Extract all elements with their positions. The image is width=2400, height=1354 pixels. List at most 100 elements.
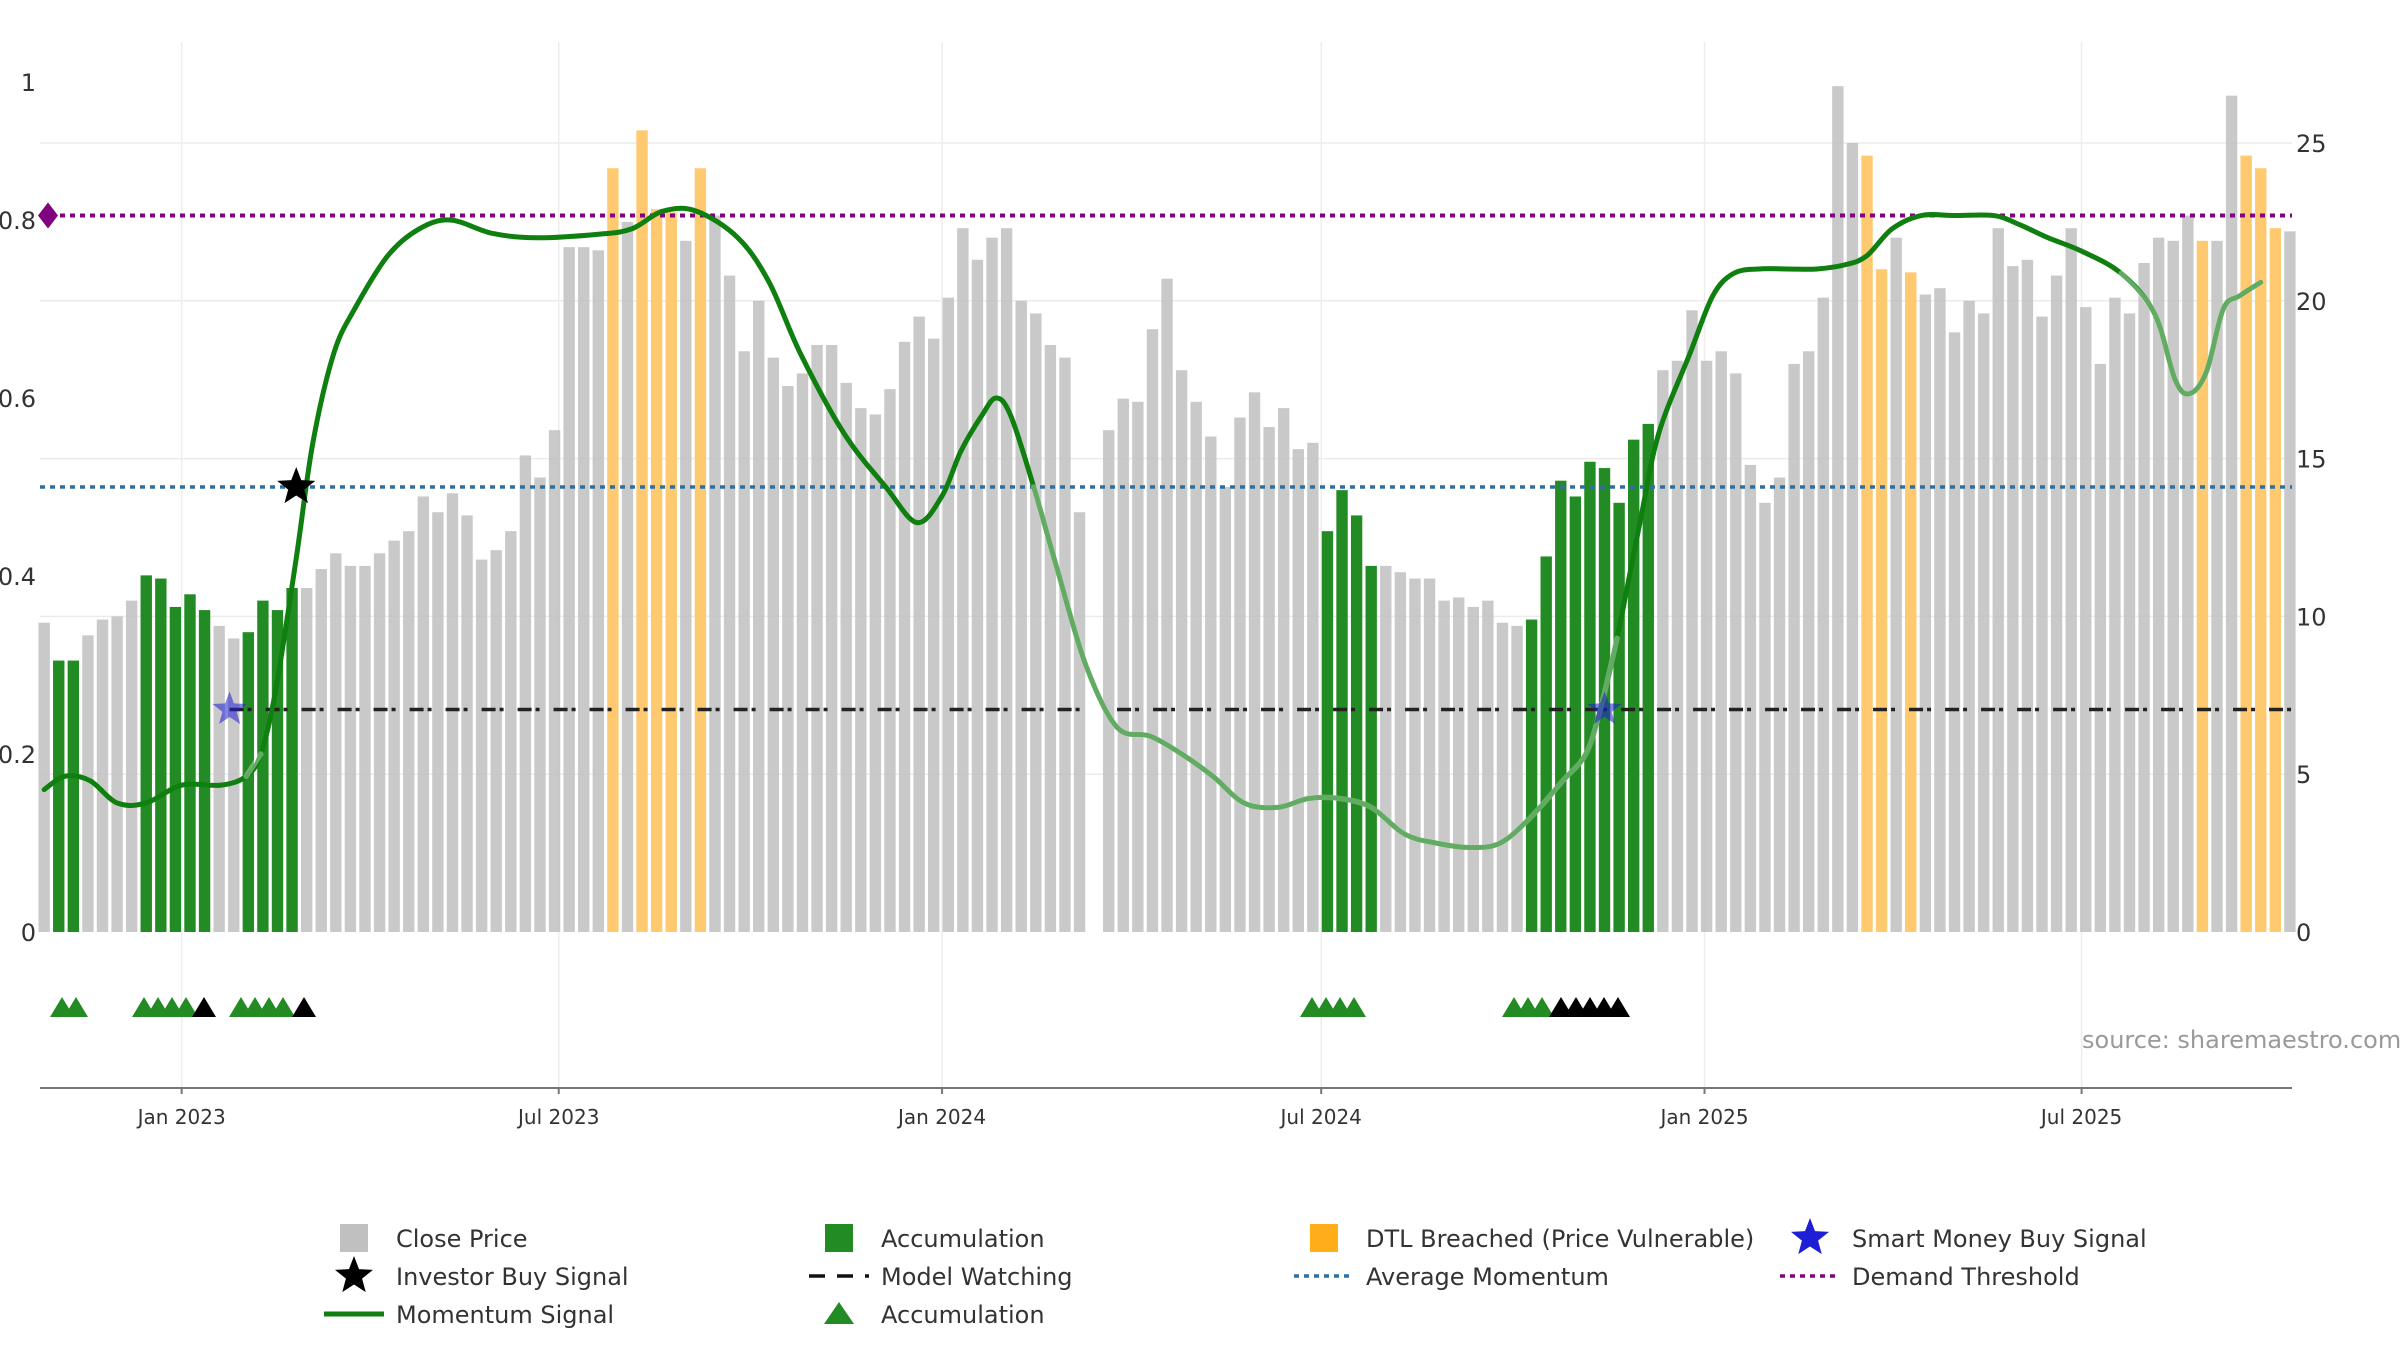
x-tick-label: Jan 2023 bbox=[136, 1105, 226, 1129]
bar-accumulation bbox=[169, 606, 182, 932]
bar-close-price bbox=[563, 247, 575, 932]
bar-close-price bbox=[1511, 625, 1523, 932]
legend-item: DTL Breached (Price Vulnerable) bbox=[1310, 1224, 1754, 1253]
bar-close-price bbox=[1846, 142, 1859, 932]
bar-close-price bbox=[1715, 351, 1727, 932]
bar-accumulation bbox=[271, 610, 284, 932]
left-tick-label: 0.2 bbox=[0, 741, 36, 769]
legend-item: Momentum Signal bbox=[324, 1301, 614, 1329]
bar-close-price bbox=[855, 408, 867, 932]
accumulation-triangle bbox=[271, 997, 295, 1017]
legend-item: Accumulation bbox=[825, 1224, 1045, 1253]
bar-close-price bbox=[344, 565, 357, 932]
legend-item: Investor Buy Signal bbox=[334, 1256, 629, 1293]
bar-close-price bbox=[359, 565, 371, 932]
bar-close-price bbox=[928, 338, 940, 933]
bar-accumulation bbox=[1569, 496, 1582, 932]
legend-swatch-accumulation bbox=[825, 1224, 853, 1252]
bar-close-price bbox=[796, 373, 809, 933]
demand-threshold-marker bbox=[38, 202, 58, 229]
bar-close-price bbox=[2065, 228, 2077, 932]
axes-layer: Jan 2023 Jul 2023 Jan 2024 Jul 2024 Jan 2025… bbox=[0, 69, 2327, 1129]
bar-close-price bbox=[680, 240, 692, 933]
bar-close-price bbox=[315, 569, 327, 932]
bar-accumulation bbox=[1555, 480, 1567, 932]
bar-accumulation bbox=[1540, 556, 1552, 932]
bar-close-price bbox=[111, 616, 123, 932]
bar-close-price bbox=[1292, 449, 1304, 932]
bar-accumulation bbox=[1321, 531, 1334, 932]
bar-close-price bbox=[490, 550, 502, 932]
bar-close-price bbox=[942, 297, 954, 932]
legend-label: Accumulation bbox=[881, 1225, 1045, 1253]
bar-close-price bbox=[2138, 262, 2150, 932]
bar-accumulation bbox=[1628, 439, 1640, 932]
bar-dtl-breached bbox=[1905, 272, 1917, 932]
bar-dtl-breached bbox=[2269, 228, 2282, 932]
bar-close-price bbox=[1788, 363, 1800, 932]
bar-close-price bbox=[2109, 297, 2121, 932]
legend-label: Demand Threshold bbox=[1852, 1263, 2080, 1291]
accumulation-triangle-black bbox=[292, 997, 316, 1017]
bar-accumulation bbox=[67, 660, 80, 932]
bar-close-price bbox=[840, 382, 852, 932]
bar-close-price bbox=[767, 357, 779, 932]
accumulation-triangle-black bbox=[192, 997, 216, 1017]
left-tick-label: 0 bbox=[21, 919, 36, 947]
bar-close-price bbox=[1117, 398, 1129, 932]
bar-dtl-breached bbox=[2255, 168, 2267, 932]
legend-triangle-green-icon bbox=[824, 1302, 854, 1324]
accumulation-triangle bbox=[64, 997, 88, 1017]
right-tick-label: 5 bbox=[2296, 761, 2311, 789]
bar-close-price bbox=[621, 221, 634, 932]
bar-close-price bbox=[753, 300, 765, 932]
bar-close-price bbox=[869, 414, 882, 932]
x-tick-label: Jul 2024 bbox=[1279, 1105, 1362, 1129]
momentum-line bbox=[41, 205, 2264, 850]
bar-close-price bbox=[578, 247, 590, 932]
legend-item: Smart Money Buy Signal bbox=[1790, 1218, 2147, 1255]
left-tick-label: 0.4 bbox=[0, 563, 36, 591]
smart-money-buy-signal-star bbox=[212, 691, 247, 725]
bar-accumulation bbox=[1365, 565, 1377, 932]
bar-close-price bbox=[1234, 417, 1246, 932]
bar-close-price bbox=[1278, 408, 1290, 932]
bar-close-price bbox=[738, 351, 750, 932]
bar-close-price bbox=[1409, 578, 1421, 932]
bar-accumulation bbox=[1642, 423, 1654, 932]
bar-close-price bbox=[1248, 392, 1261, 932]
legend-item: Demand Threshold bbox=[1780, 1263, 2080, 1291]
bar-accumulation bbox=[1584, 461, 1596, 932]
bar-dtl-breached bbox=[2240, 155, 2252, 933]
bar-close-price bbox=[1817, 297, 1829, 932]
right-tick-label: 25 bbox=[2296, 130, 2327, 158]
bar-close-price bbox=[1073, 512, 1086, 932]
bar-close-price bbox=[1190, 401, 1202, 932]
left-tick-label: 1 bbox=[21, 69, 36, 97]
bar-accumulation bbox=[184, 594, 196, 932]
legend-label: Close Price bbox=[396, 1225, 528, 1253]
bar-close-price bbox=[403, 531, 415, 932]
right-tick-label: 10 bbox=[2296, 603, 2327, 631]
bar-accumulation bbox=[140, 575, 152, 932]
bar-close-price bbox=[1030, 313, 1042, 932]
bar-dtl-breached bbox=[694, 168, 707, 932]
bar-dtl-breached bbox=[650, 209, 663, 932]
x-tick-label: Jan 2025 bbox=[1658, 1105, 1748, 1129]
bar-close-price bbox=[825, 344, 838, 932]
bar-close-price bbox=[709, 215, 721, 933]
bar-close-price bbox=[1773, 477, 1786, 932]
bar-close-price bbox=[1744, 464, 1757, 932]
bar-close-price bbox=[723, 275, 736, 932]
bar-accumulation bbox=[1350, 515, 1363, 932]
bar-close-price bbox=[2094, 363, 2107, 932]
bar-close-price bbox=[1438, 600, 1450, 932]
right-tick-label: 20 bbox=[2296, 288, 2327, 316]
bar-close-price bbox=[2007, 266, 2019, 932]
bar-close-price bbox=[1759, 502, 1771, 932]
bar-close-price bbox=[1992, 228, 2004, 932]
bar-close-price bbox=[2080, 307, 2092, 932]
legend-label: Smart Money Buy Signal bbox=[1852, 1225, 2147, 1253]
accumulation-triangle-black bbox=[1606, 997, 1630, 1017]
legend-item: Model Watching bbox=[809, 1263, 1073, 1291]
